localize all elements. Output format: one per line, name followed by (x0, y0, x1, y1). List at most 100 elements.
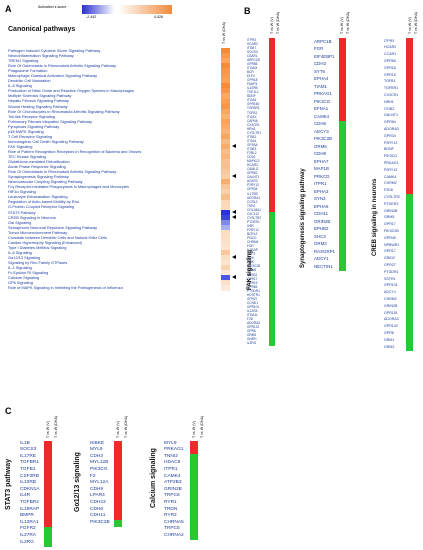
gene-label: ITGA5 (247, 98, 257, 103)
gene-label: PTGER1 (247, 219, 260, 224)
empty-cell (275, 106, 281, 112)
downregulated-cell (339, 180, 346, 189)
empty-cell (275, 187, 281, 193)
gene-label: MAP1B (314, 166, 329, 172)
zscore-cell (221, 63, 230, 69)
downregulated-cell (406, 276, 413, 283)
empty-cell (122, 460, 130, 468)
gna-col1-label: T vs W (V) (116, 421, 120, 438)
pathway-name: Pathogen Induced Cytokine Storm Signalin… (8, 48, 101, 53)
zscore-cell (221, 260, 230, 266)
pathway-name: Wound Healing Signaling Pathway (8, 103, 68, 109)
gene-label: CDH6 (90, 506, 104, 512)
upregulated-cell (269, 98, 275, 103)
downregulated-cell (339, 263, 346, 271)
upregulated-cell (44, 460, 52, 468)
empty-cell (52, 526, 60, 534)
empty-cell (275, 329, 281, 334)
downregulated-cell (269, 293, 275, 298)
downregulated-cell (269, 333, 275, 338)
gene-label: FGF2 (247, 252, 256, 257)
empty-cell (275, 293, 281, 298)
gene-label: IL2RG (247, 341, 257, 346)
empty-cell (275, 260, 281, 265)
empty-cell (346, 90, 353, 99)
empty-cell (52, 447, 60, 455)
pathway-name: Role Of Osteoblasts In Rheumatoid Arthri… (8, 169, 117, 175)
downregulated-cell (190, 500, 198, 508)
upregulated-cell (339, 113, 346, 121)
pathway-name: Type I Diabetes Mellitus Signaling (8, 244, 67, 250)
downregulated-cell (339, 248, 346, 256)
gene-label: ITGB2 (384, 106, 395, 111)
empty-cell (346, 83, 353, 91)
gene-label: CAPN6 (247, 118, 258, 123)
upregulated-cell (406, 72, 413, 79)
upregulated-cell (406, 112, 413, 120)
gene-label: GNRH (247, 337, 257, 342)
gene-label: PIK3C2B (247, 264, 261, 269)
downregulated-cell (269, 232, 275, 237)
downregulated-cell (339, 210, 346, 219)
downregulated-cell (269, 212, 275, 217)
gene-label: IL2RG (20, 539, 34, 545)
empty-cell (413, 78, 420, 86)
pathway-name: TREM1 Signaling (8, 58, 39, 64)
empty-cell (413, 126, 420, 134)
upregulated-cell (269, 139, 275, 144)
gene-label: GRM1 (384, 337, 395, 342)
upregulated-cell (114, 447, 122, 455)
gene-label: ITPR3 (247, 37, 257, 42)
upregulated-cell (339, 60, 346, 69)
upregulated-cell (406, 126, 413, 134)
upregulated-cell (269, 94, 275, 99)
zscore-cell (221, 53, 230, 59)
upregulated-cell (269, 86, 275, 91)
empty-cell (413, 276, 420, 283)
gene-label: MYL12B (90, 460, 109, 466)
gene-label: IL10RB (247, 86, 258, 91)
downregulated-cell (269, 240, 275, 245)
gene-label: CHRM2 (384, 181, 397, 186)
empty-cell (275, 163, 281, 168)
downregulated-cell (269, 256, 275, 261)
empty-cell (122, 474, 130, 481)
upregulated-cell (269, 200, 275, 205)
zscore-cell (221, 280, 230, 286)
empty-cell (198, 467, 206, 475)
gene-label: P2RY13 (384, 140, 398, 145)
gene-label: GRIN2B (164, 486, 182, 492)
upregulated-cell (269, 78, 275, 83)
gene-label: BDNF (247, 94, 256, 99)
gene-label: CYSLTR2 (384, 195, 400, 199)
gene-label: GRIN2B (384, 208, 398, 213)
empty-cell (346, 210, 353, 219)
gene-label: HRH1 (247, 126, 256, 131)
empty-cell (413, 344, 420, 351)
empty-cell (346, 240, 353, 249)
gene-label: GPR6 (247, 329, 256, 334)
downregulated-cell (269, 236, 275, 241)
gene-label: GPR65 (384, 59, 396, 63)
upregulated-cell (44, 480, 52, 488)
downregulated-cell (339, 143, 346, 151)
gene-label: CDH11 (90, 513, 106, 519)
pathway-name: Neuroinflammation Signaling Pathway (8, 53, 74, 59)
gene-label: RYR2 (164, 513, 177, 519)
highlight-arrow-icon (232, 255, 236, 260)
downregulated-cell (406, 221, 413, 229)
gene-label: P2RY12 (384, 167, 398, 172)
empty-cell (413, 174, 420, 181)
empty-cell (413, 316, 420, 324)
empty-cell (346, 105, 353, 114)
upregulated-cell (339, 75, 346, 84)
calc-col2-label: T vs W (DHA) (200, 415, 204, 438)
gene-label: IL17RE (20, 453, 36, 459)
gene-label: ADCY3 (314, 128, 329, 134)
downregulated-cell (114, 520, 122, 527)
gene-label: EPHA4 (314, 76, 329, 82)
upregulated-cell (406, 146, 413, 154)
gene-label: PRKAG1 (314, 91, 332, 97)
empty-cell (52, 480, 60, 488)
zscore-cell (221, 204, 230, 210)
